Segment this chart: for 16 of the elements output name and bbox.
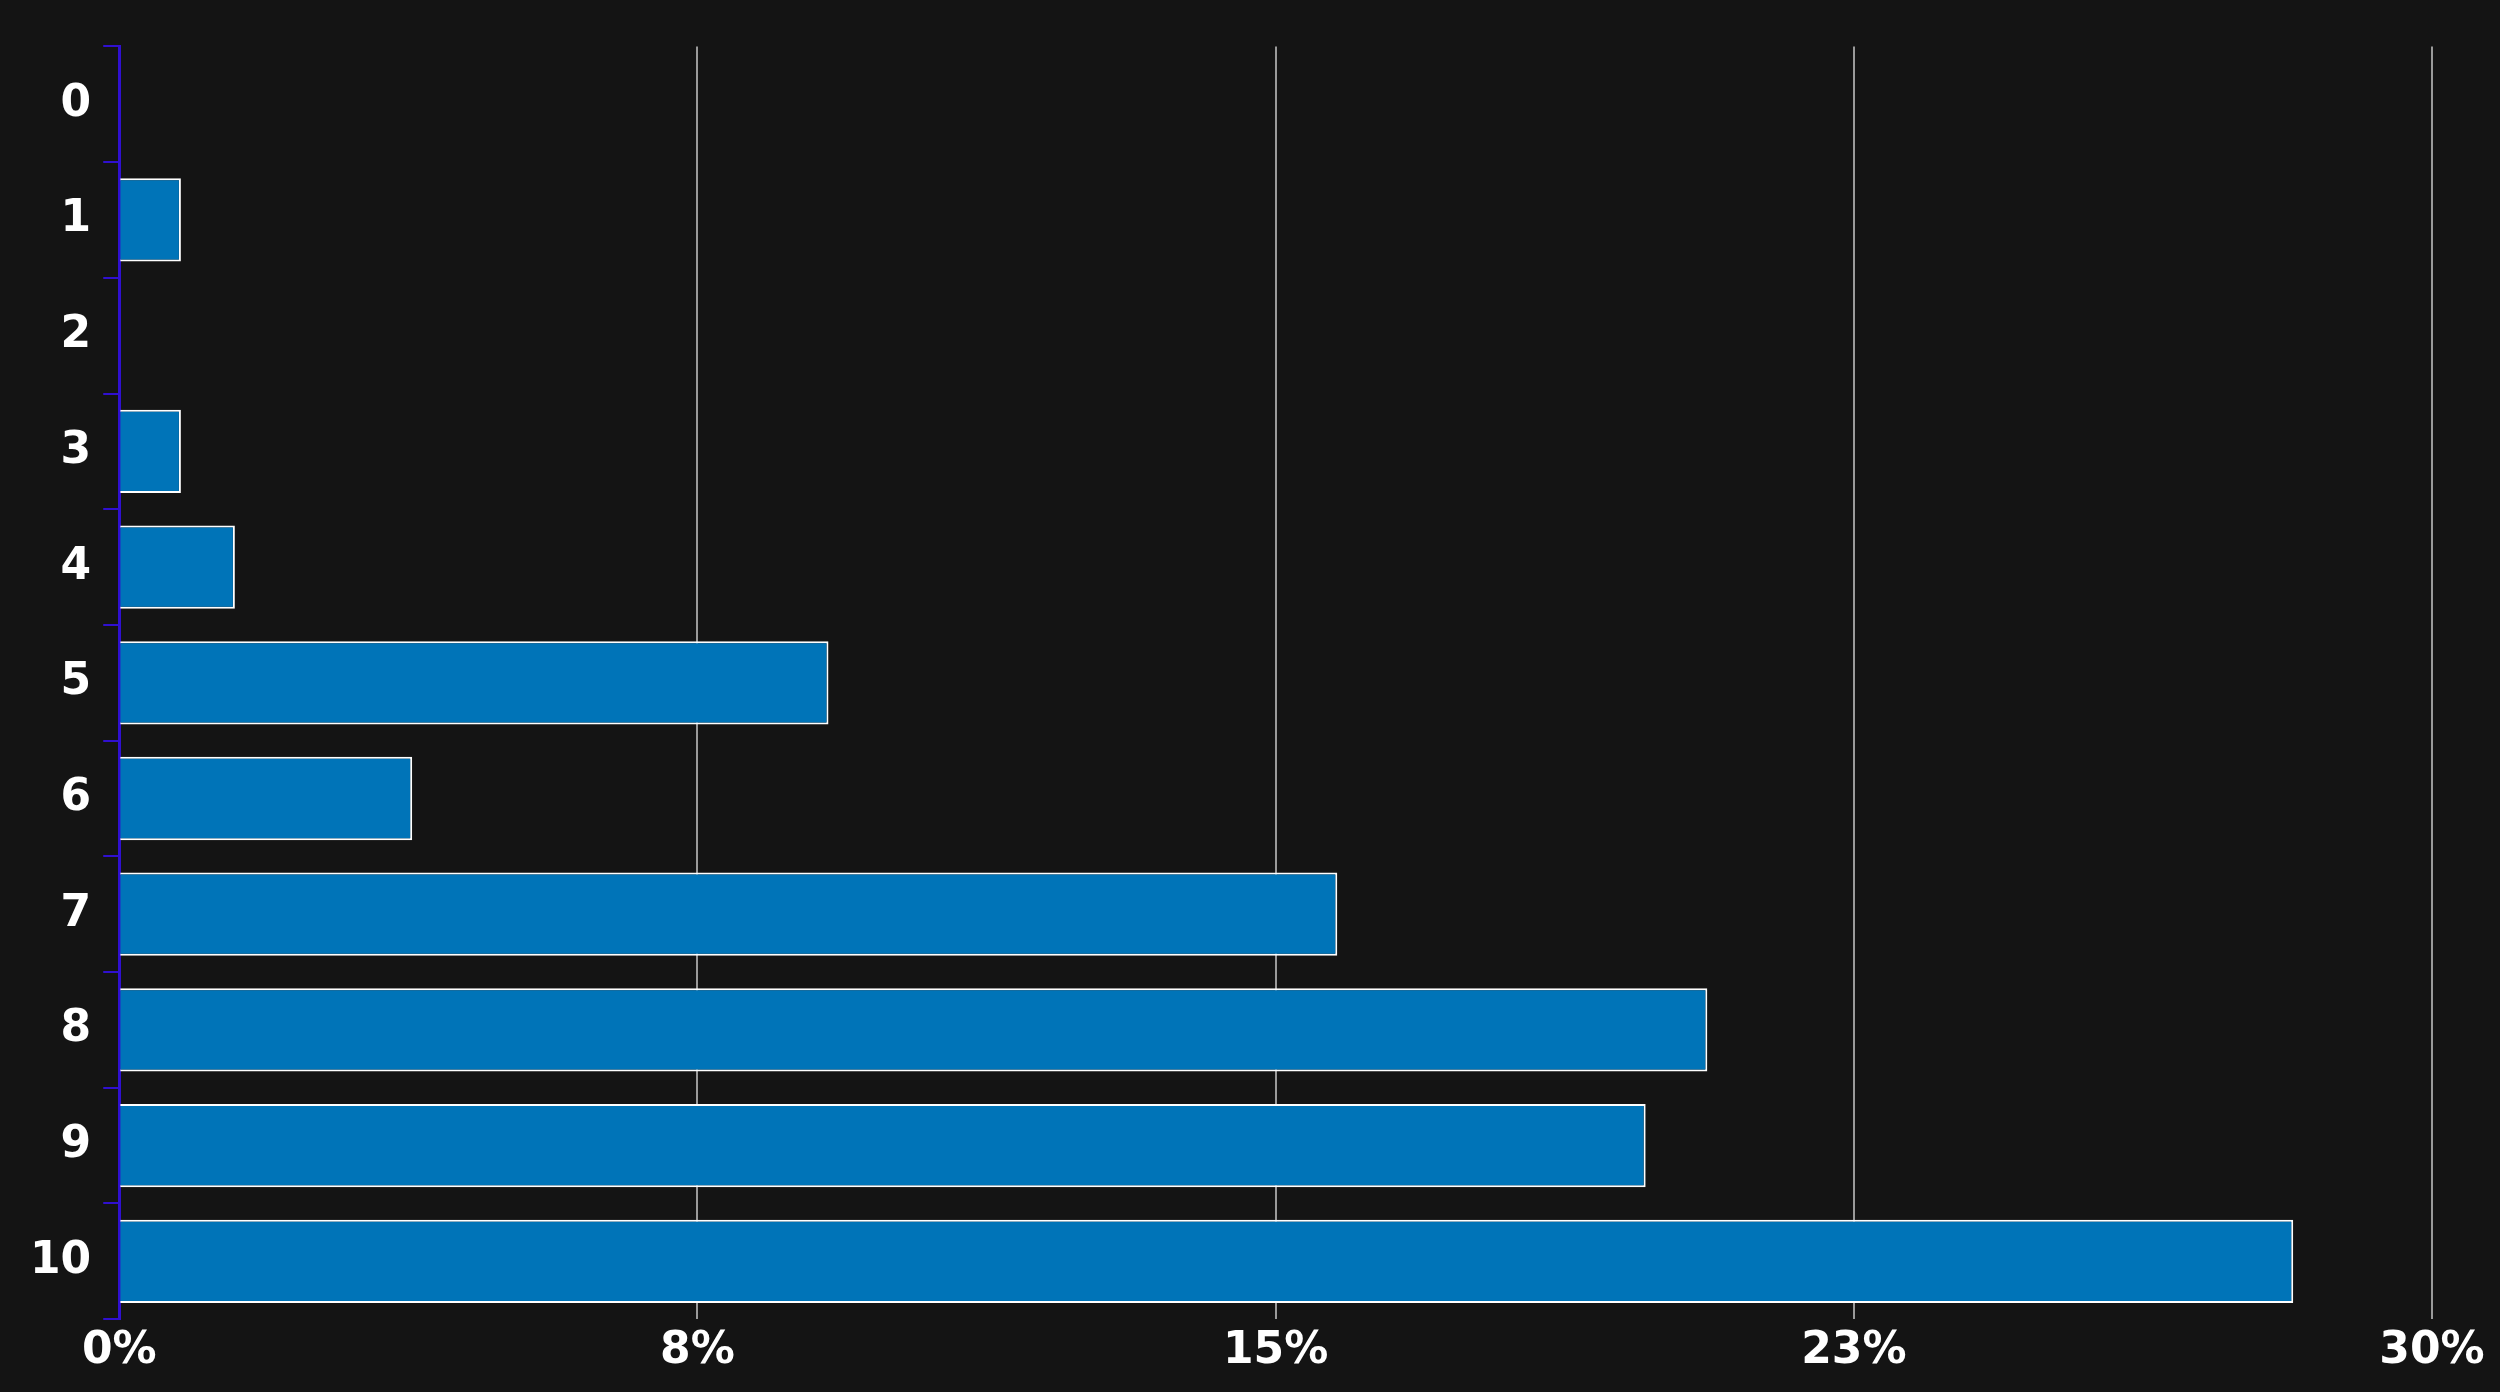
y-tick-label: 3 — [60, 421, 92, 473]
x-tick-label: 0% — [81, 1322, 157, 1374]
x-tick-label: 8% — [660, 1322, 735, 1374]
x-tick-label: 15% — [1222, 1322, 1329, 1374]
y-tick-label: 10 — [30, 1231, 92, 1283]
x-tick-label: 30% — [2379, 1322, 2485, 1374]
y-tick-label: 4 — [60, 537, 92, 589]
y-tick-label: 6 — [60, 768, 92, 820]
y-tick-label: 5 — [60, 653, 92, 705]
y-tick-label: 9 — [60, 1116, 92, 1168]
y-tick-label: 2 — [60, 306, 92, 358]
y-tick-label: 1 — [60, 190, 92, 242]
y-tick-label: 8 — [60, 1000, 92, 1052]
y-tick-label: 7 — [60, 884, 92, 936]
x-tick-label: 23% — [1801, 1322, 1907, 1374]
y-tick-label: 0 — [60, 74, 92, 126]
